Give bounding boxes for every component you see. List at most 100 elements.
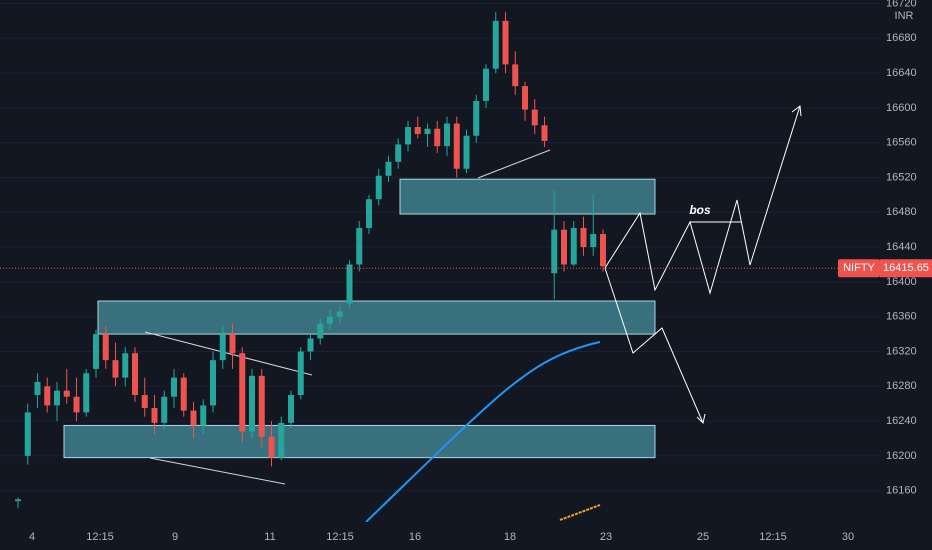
y-tick-label: 16440	[886, 241, 917, 253]
candle-body	[132, 353, 138, 395]
x-tick-label: 12:15	[759, 531, 787, 543]
zones	[63, 178, 656, 459]
y-tick-label: 16720	[886, 0, 917, 9]
candle-body	[54, 390, 60, 406]
candle-body	[288, 394, 294, 423]
projection-down	[604, 267, 704, 424]
y-tick-label: 16240	[886, 415, 917, 427]
y-tick-label: 16480	[886, 206, 917, 218]
candle-body	[366, 199, 372, 228]
x-tick-label: 11	[264, 531, 275, 543]
trend-line	[144, 331, 313, 376]
projections	[604, 105, 802, 424]
candle-body	[229, 334, 236, 354]
candle-body	[346, 264, 353, 304]
candle-body	[258, 375, 265, 437]
candle-body	[444, 123, 450, 147]
time-axis: 4 12:15 9 11 12:15 16 18 23 25 12:15 30	[29, 531, 854, 543]
candle-body	[424, 128, 431, 134]
candle-body	[24, 412, 31, 456]
y-tick-label: 16400	[886, 276, 917, 288]
x-tick-label: 12:15	[86, 531, 114, 543]
y-tick-label: 16160	[886, 485, 917, 497]
candle-body	[512, 64, 519, 87]
candle-body	[502, 20, 509, 65]
trend-line	[149, 457, 286, 485]
candle-body	[522, 86, 528, 110]
symbol-label: NIFTY	[843, 262, 875, 274]
symbol-tag	[838, 259, 880, 278]
candle-body	[171, 377, 177, 397]
y-tick-label: 16520	[886, 171, 917, 183]
candle-body	[307, 338, 314, 352]
candles	[15, 12, 606, 509]
x-tick-label: 23	[600, 531, 612, 543]
candle-body	[580, 227, 587, 248]
candle-body	[180, 377, 187, 411]
x-tick-label: 18	[504, 531, 516, 543]
candle-body	[112, 360, 119, 378]
candle-body	[600, 234, 606, 267]
candle-body	[317, 323, 324, 339]
moving-average	[365, 341, 601, 523]
candle-body	[102, 334, 109, 361]
candle-body	[219, 334, 226, 361]
candle-body	[249, 375, 255, 432]
y-tick-label: 16200	[886, 450, 917, 462]
x-tick-label: 12:15	[326, 531, 354, 543]
candle-body	[590, 234, 597, 248]
x-tick-label: 16	[409, 531, 421, 543]
candle-body	[551, 229, 558, 274]
trend-line	[477, 149, 551, 179]
candle-body	[200, 405, 207, 426]
candle-body	[336, 311, 343, 317]
candle-body	[161, 396, 168, 423]
candle-body	[541, 125, 548, 141]
candle-body	[356, 227, 363, 265]
candle-body	[492, 20, 499, 69]
y-tick-label: 16600	[886, 102, 917, 114]
candle-body	[93, 334, 99, 369]
price-label: 16415.65	[883, 262, 929, 274]
candle-body	[73, 396, 80, 413]
candle-body	[463, 135, 470, 169]
zone	[97, 300, 656, 335]
price-axis: 16720 16680 16640 16600 16560 16520 16480 16440…	[886, 0, 917, 497]
x-tick-label: 9	[172, 531, 178, 543]
price-tag	[880, 259, 932, 278]
annotation: bos	[689, 203, 711, 217]
candle-body	[268, 436, 275, 458]
candle-body	[414, 127, 421, 134]
arrow-head	[696, 413, 706, 424]
zone	[399, 178, 656, 215]
zone	[63, 424, 656, 459]
candle-body	[561, 229, 567, 265]
candle-body	[278, 422, 285, 458]
candle-body	[15, 499, 21, 502]
candle-body	[531, 109, 538, 126]
y-tick-label: 16640	[886, 67, 917, 79]
arrow-head	[791, 105, 802, 117]
moving-average-slow	[559, 504, 601, 521]
y-tick-label: 16560	[886, 137, 917, 149]
candle-body	[385, 161, 392, 176]
y-tick-label: 16680	[886, 32, 917, 44]
candle-body	[44, 386, 51, 406]
time-axis-bg	[0, 522, 932, 550]
x-tick-label: 4	[29, 531, 35, 543]
candle-body	[141, 394, 148, 409]
x-tick-label: 25	[697, 531, 709, 543]
candle-body	[405, 127, 411, 145]
x-tick-label: 30	[842, 531, 854, 543]
candle-body	[210, 360, 216, 406]
candle-body	[190, 410, 197, 426]
y-tick-label: 16280	[886, 380, 917, 392]
candle-body	[63, 390, 70, 397]
candle-body	[434, 128, 441, 147]
candle-body	[239, 353, 246, 432]
y-tick-label: 16320	[886, 345, 917, 357]
candle-body	[395, 144, 402, 162]
candle-body	[34, 381, 41, 395]
